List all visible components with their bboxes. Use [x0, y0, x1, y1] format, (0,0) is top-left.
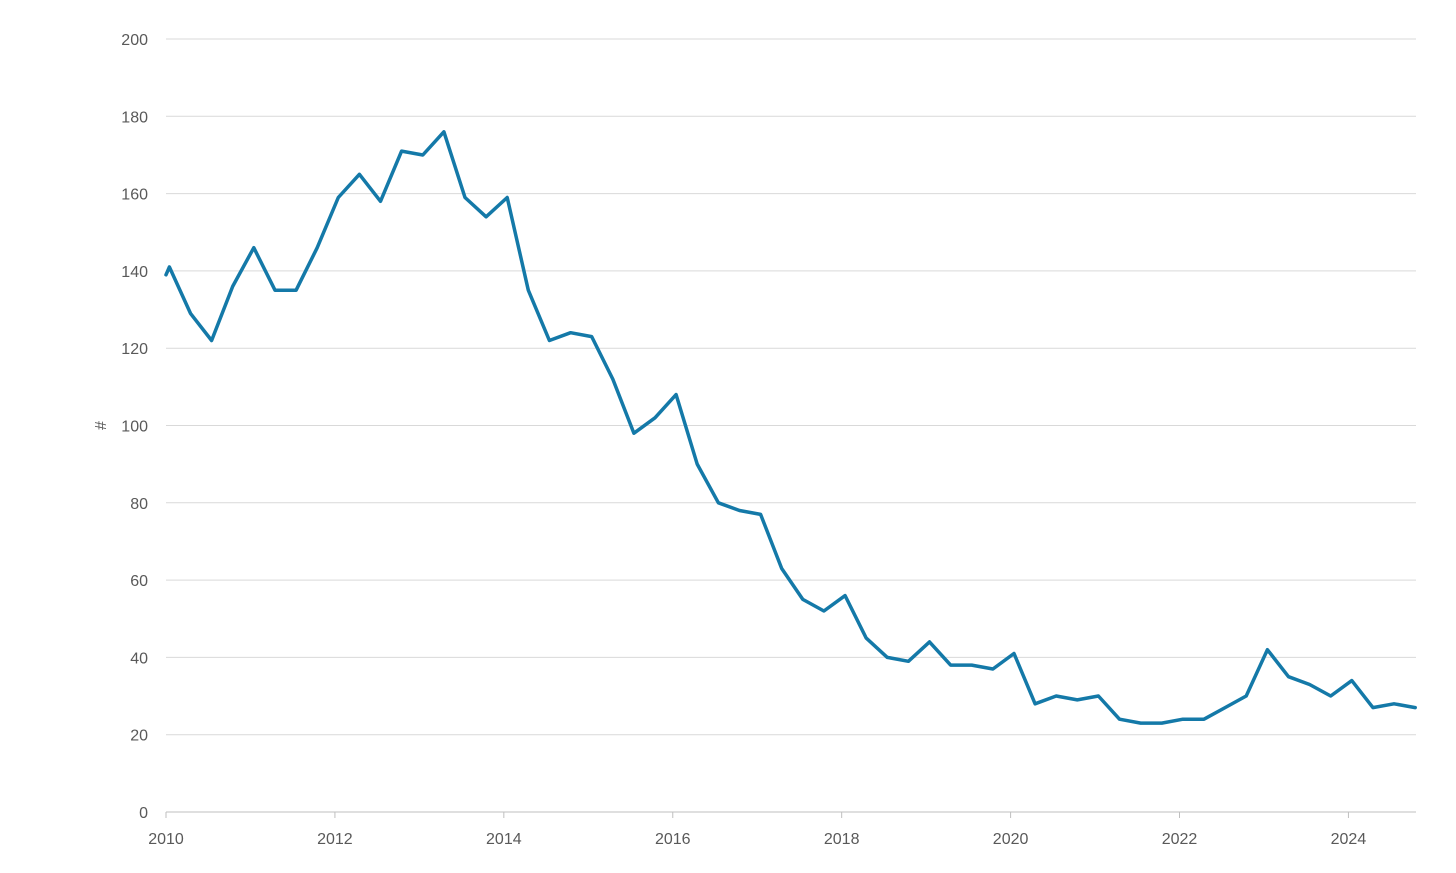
data-point: [801, 597, 805, 601]
data-point: [759, 512, 763, 516]
data-point: [569, 331, 573, 335]
y-tick-label-20: 20: [130, 728, 148, 745]
data-point: [1413, 706, 1417, 710]
data-point: [1096, 694, 1100, 698]
data-point: [294, 288, 298, 292]
data-point: [336, 195, 340, 199]
y-tick-label-140: 140: [121, 264, 148, 281]
data-point: [906, 659, 910, 663]
data-point: [1350, 679, 1354, 683]
data-point: [505, 195, 509, 199]
data-point: [716, 501, 720, 505]
data-point: [1075, 698, 1079, 702]
x-tick-label-2018: 2018: [824, 831, 860, 848]
data-point: [737, 509, 741, 513]
data-point: [611, 377, 615, 381]
y-tick-label-160: 160: [121, 187, 148, 204]
data-point: [379, 199, 383, 203]
data-point: [273, 288, 277, 292]
y-tick-label-40: 40: [130, 650, 148, 667]
data-point: [526, 288, 530, 292]
data-point: [1308, 682, 1312, 686]
data-point: [885, 655, 889, 659]
x-tick-label-2024: 2024: [1331, 831, 1367, 848]
data-point: [164, 273, 168, 277]
data-point: [928, 640, 932, 644]
data-point: [674, 393, 678, 397]
data-point: [167, 265, 171, 269]
data-point: [1054, 694, 1058, 698]
data-point: [400, 149, 404, 153]
data-point: [357, 172, 361, 176]
y-tick-label-120: 120: [121, 341, 148, 358]
y-tick-label-0: 0: [139, 805, 148, 822]
data-point: [1139, 721, 1143, 725]
data-point: [843, 594, 847, 598]
x-tick-label-2016: 2016: [655, 831, 691, 848]
data-point: [864, 636, 868, 640]
x-axis-ticks: 2010 2012 2014 2016 2018 2020 2022 2024: [148, 812, 1366, 848]
data-point: [1286, 675, 1290, 679]
data-point: [1265, 648, 1269, 652]
data-point: [1244, 694, 1248, 698]
y-tick-label-100: 100: [121, 419, 148, 436]
data-point: [1329, 694, 1333, 698]
data-point: [695, 462, 699, 466]
data-point: [590, 335, 594, 339]
series-line-1: [164, 130, 1417, 725]
data-point: [463, 195, 467, 199]
x-tick-label-2012: 2012: [317, 831, 353, 848]
y-axis-title: #: [93, 421, 110, 430]
series-group: [164, 130, 1417, 725]
y-tick-label-80: 80: [130, 496, 148, 513]
data-point: [970, 663, 974, 667]
data-point: [547, 338, 551, 342]
data-point: [1033, 702, 1037, 706]
data-point: [1371, 706, 1375, 710]
data-point: [822, 609, 826, 613]
data-point: [315, 246, 319, 250]
y-tick-label-60: 60: [130, 573, 148, 590]
data-point: [421, 153, 425, 157]
data-point: [231, 284, 235, 288]
data-point: [1223, 706, 1227, 710]
y-axis-ticks: 0 20 40 60 80 100 120 140 160 180 200: [121, 32, 148, 822]
data-point: [991, 667, 995, 671]
data-point: [632, 431, 636, 435]
data-point: [653, 416, 657, 420]
x-tick-label-2020: 2020: [993, 831, 1029, 848]
data-point: [949, 663, 953, 667]
data-point: [210, 338, 214, 342]
y-tick-label-180: 180: [121, 109, 148, 126]
data-point: [780, 567, 784, 571]
data-point: [1202, 717, 1206, 721]
y-tick-label-200: 200: [121, 32, 148, 49]
data-point: [1392, 702, 1396, 706]
data-point: [1160, 721, 1164, 725]
x-tick-label-2022: 2022: [1162, 831, 1198, 848]
gridlines: [166, 38, 1416, 736]
x-tick-label-2010: 2010: [148, 831, 184, 848]
data-point: [252, 246, 256, 250]
data-point: [1118, 717, 1122, 721]
x-tick-label-2014: 2014: [486, 831, 522, 848]
data-point: [442, 130, 446, 134]
data-point: [1181, 717, 1185, 721]
data-point: [188, 311, 192, 315]
data-point: [484, 215, 488, 219]
data-point: [1012, 652, 1016, 656]
